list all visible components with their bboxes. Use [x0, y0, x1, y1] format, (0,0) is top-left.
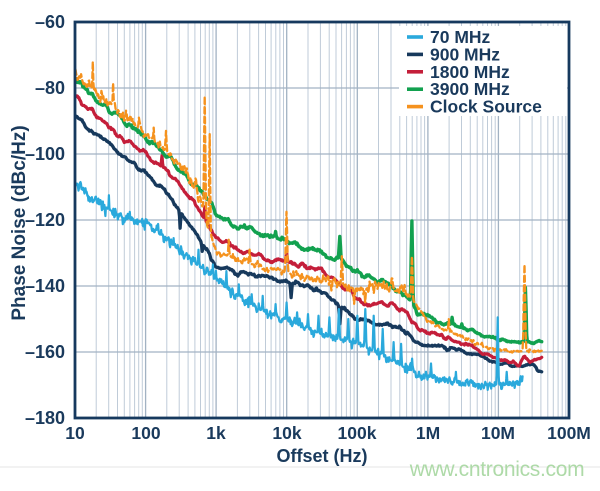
svg-text:Offset (Hz): Offset (Hz): [277, 446, 368, 466]
svg-text:10k: 10k: [272, 423, 301, 443]
svg-text:–160: –160: [25, 342, 65, 362]
svg-text:1M: 1M: [416, 423, 440, 443]
svg-text:–100: –100: [25, 144, 65, 164]
svg-text:–60: –60: [35, 12, 65, 32]
svg-text:www.cntronics.com: www.cntronics.com: [409, 458, 585, 481]
svg-text:–140: –140: [25, 276, 65, 296]
svg-text:1k: 1k: [206, 423, 226, 443]
svg-text:100M: 100M: [547, 423, 591, 443]
svg-text:3900 MHz: 3900 MHz: [430, 79, 510, 99]
svg-text:–120: –120: [25, 210, 65, 230]
svg-text:Clock Source: Clock Source: [430, 97, 542, 117]
svg-text:10: 10: [65, 423, 85, 443]
svg-text:–80: –80: [35, 78, 65, 98]
svg-text:100: 100: [131, 423, 160, 443]
svg-text:100k: 100k: [338, 423, 377, 443]
svg-text:70 MHz: 70 MHz: [430, 27, 491, 47]
svg-text:–180: –180: [25, 408, 65, 428]
svg-text:Phase Noise (dBc/Hz): Phase Noise (dBc/Hz): [9, 125, 30, 320]
svg-text:10M: 10M: [481, 423, 515, 443]
svg-text:900 MHz: 900 MHz: [430, 44, 500, 64]
svg-text:1800 MHz: 1800 MHz: [430, 62, 510, 82]
